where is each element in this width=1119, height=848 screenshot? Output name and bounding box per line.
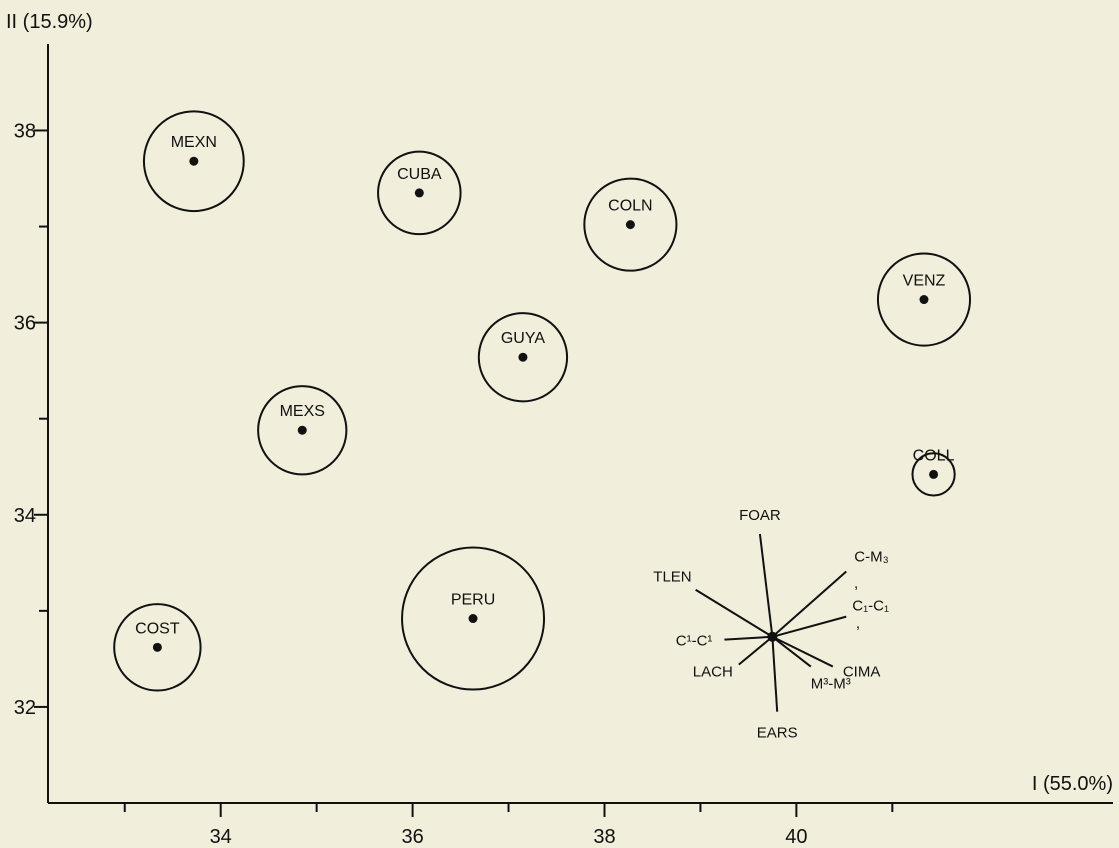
vector-c¹-c¹: C¹-C¹ — [676, 633, 773, 650]
point-label: COST — [135, 620, 180, 637]
point-venz: VENZ — [876, 252, 972, 347]
vector-label: C-M₃ — [854, 548, 888, 565]
vector-label: C₁-C₁ — [852, 598, 889, 615]
vector-line — [724, 635, 773, 641]
vector-line — [772, 615, 847, 638]
vector-label: LACH — [693, 664, 733, 681]
vector-line — [771, 636, 779, 712]
vector-c-m₃: C-M₃ — [771, 548, 889, 638]
point-circle — [113, 603, 202, 692]
y-tick-label: 36 — [14, 313, 36, 335]
vector-label: EARS — [757, 725, 798, 742]
y-tick-label: 34 — [14, 505, 36, 527]
population-points: MEXN CUBA COLN VENZ GUYA MEXS COLL PERU COST — [113, 110, 972, 692]
point-circle — [401, 546, 546, 691]
point-label: VENZ — [903, 273, 946, 290]
vector-line — [758, 533, 774, 637]
vector-label: TLEN — [653, 569, 691, 586]
point-label: COLN — [608, 198, 652, 215]
point-label: MEXS — [280, 403, 325, 420]
vector-line — [695, 588, 773, 638]
annotations: ,, — [854, 575, 860, 632]
point-dot — [414, 188, 424, 198]
point-mexn: MEXN — [142, 110, 245, 213]
vector-line — [771, 570, 847, 638]
point-mexs: MEXS — [257, 385, 348, 476]
point-dot — [919, 295, 929, 305]
vector-ears: EARS — [757, 636, 798, 742]
vector-m³-m³: M³-M³ — [771, 635, 851, 693]
vector-lach: LACH — [693, 636, 774, 681]
point-label: GUYA — [501, 330, 545, 347]
vector-line — [771, 635, 834, 668]
point-dot — [152, 642, 162, 652]
vector-label: M³-M³ — [811, 676, 851, 693]
point-circle — [142, 110, 245, 213]
point-dot — [625, 220, 635, 230]
x-tick-label: 34 — [210, 826, 232, 848]
point-dot — [518, 352, 528, 362]
vector-foar: FOAR — [739, 507, 781, 637]
point-circle — [377, 150, 462, 236]
point-circle — [583, 177, 678, 272]
vector-label: CIMA — [843, 664, 881, 681]
x-tick-label: 40 — [785, 826, 807, 848]
y-tick-label: 32 — [14, 697, 36, 719]
point-dot — [297, 425, 307, 435]
point-coln: COLN — [583, 177, 678, 272]
x-tick-label: 36 — [401, 826, 423, 848]
point-circle — [257, 385, 348, 476]
vector-line — [738, 636, 774, 666]
vector-tlen: TLEN — [653, 569, 773, 638]
point-circle — [876, 252, 972, 347]
point-label: CUBA — [397, 166, 442, 183]
vector-cima: CIMA — [771, 635, 881, 681]
vector-line — [771, 635, 812, 668]
vector-label: FOAR — [739, 507, 781, 524]
annotation-mark: , — [856, 615, 860, 632]
point-cuba: CUBA — [377, 150, 462, 236]
vector-origin — [767, 631, 778, 642]
axis-ticks: 34 36 38 40 32 34 36 38 — [14, 120, 894, 848]
point-peru: PERU — [401, 546, 546, 691]
point-guya: GUYA — [477, 312, 569, 403]
y-tick-label: 38 — [14, 120, 36, 142]
point-circle — [911, 452, 956, 497]
point-dot — [189, 156, 199, 166]
x-axis-title: I (55.0%) — [1032, 773, 1113, 795]
annotation-mark: , — [854, 575, 858, 592]
vector-label: C¹-C¹ — [676, 633, 713, 650]
y-axis-title: II (15.9%) — [6, 11, 93, 33]
point-label: MEXN — [171, 134, 217, 151]
point-dot — [929, 469, 939, 479]
point-cost: COST — [113, 603, 202, 692]
x-tick-label: 38 — [593, 826, 615, 848]
point-circle — [477, 312, 569, 403]
vector-c₁-c₁: C₁-C₁ — [772, 598, 889, 638]
point-dot — [468, 614, 478, 624]
point-label: COLL — [913, 447, 955, 464]
point-coll: COLL — [911, 447, 956, 497]
point-label: PERU — [451, 592, 495, 609]
